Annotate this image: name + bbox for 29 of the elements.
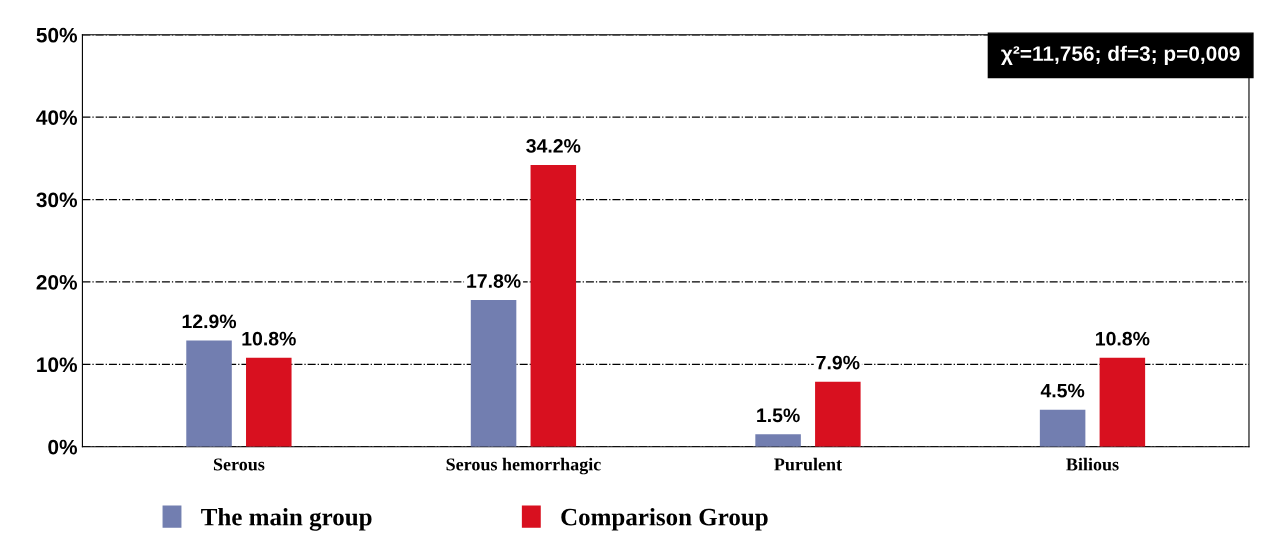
- legend-label: Comparison Group: [561, 507, 768, 531]
- bar: [530, 164, 577, 447]
- data-label: 10.8%: [242, 331, 296, 346]
- y-tick-label: 40%: [36, 110, 78, 125]
- bar: [755, 434, 801, 447]
- y-tick-label: 10%: [37, 357, 78, 373]
- data-label: 7.9%: [816, 355, 860, 370]
- bar: [1099, 357, 1146, 447]
- x-tick-label: Serous hemorrhagic: [446, 457, 601, 475]
- data-label: 12.9%: [182, 314, 237, 329]
- data-label: 34.2%: [526, 139, 581, 153]
- y-tick-label: 20%: [36, 274, 78, 290]
- bar: [186, 340, 232, 447]
- bar: [815, 381, 861, 447]
- data-label: 10.8%: [1096, 331, 1150, 346]
- x-tick-label: Bilious: [1066, 457, 1119, 471]
- y-tick-label: 0%: [48, 439, 78, 455]
- bar: [470, 300, 517, 447]
- x-tick-label: Purulent: [774, 457, 842, 471]
- annotation: χ²=11,756; df=3; p=0,009: [1001, 45, 1240, 66]
- legend-label: The main group: [201, 507, 372, 531]
- data-label: 17.8%: [467, 274, 521, 288]
- bar: [1039, 409, 1086, 447]
- data-label: 4.5%: [1040, 383, 1085, 398]
- y-tick-label: 30%: [36, 192, 78, 208]
- x-tick-label: Serous: [213, 458, 265, 471]
- data-label: 1.5%: [757, 408, 800, 423]
- y-tick-label: 50%: [36, 27, 78, 43]
- bar: [246, 357, 292, 447]
